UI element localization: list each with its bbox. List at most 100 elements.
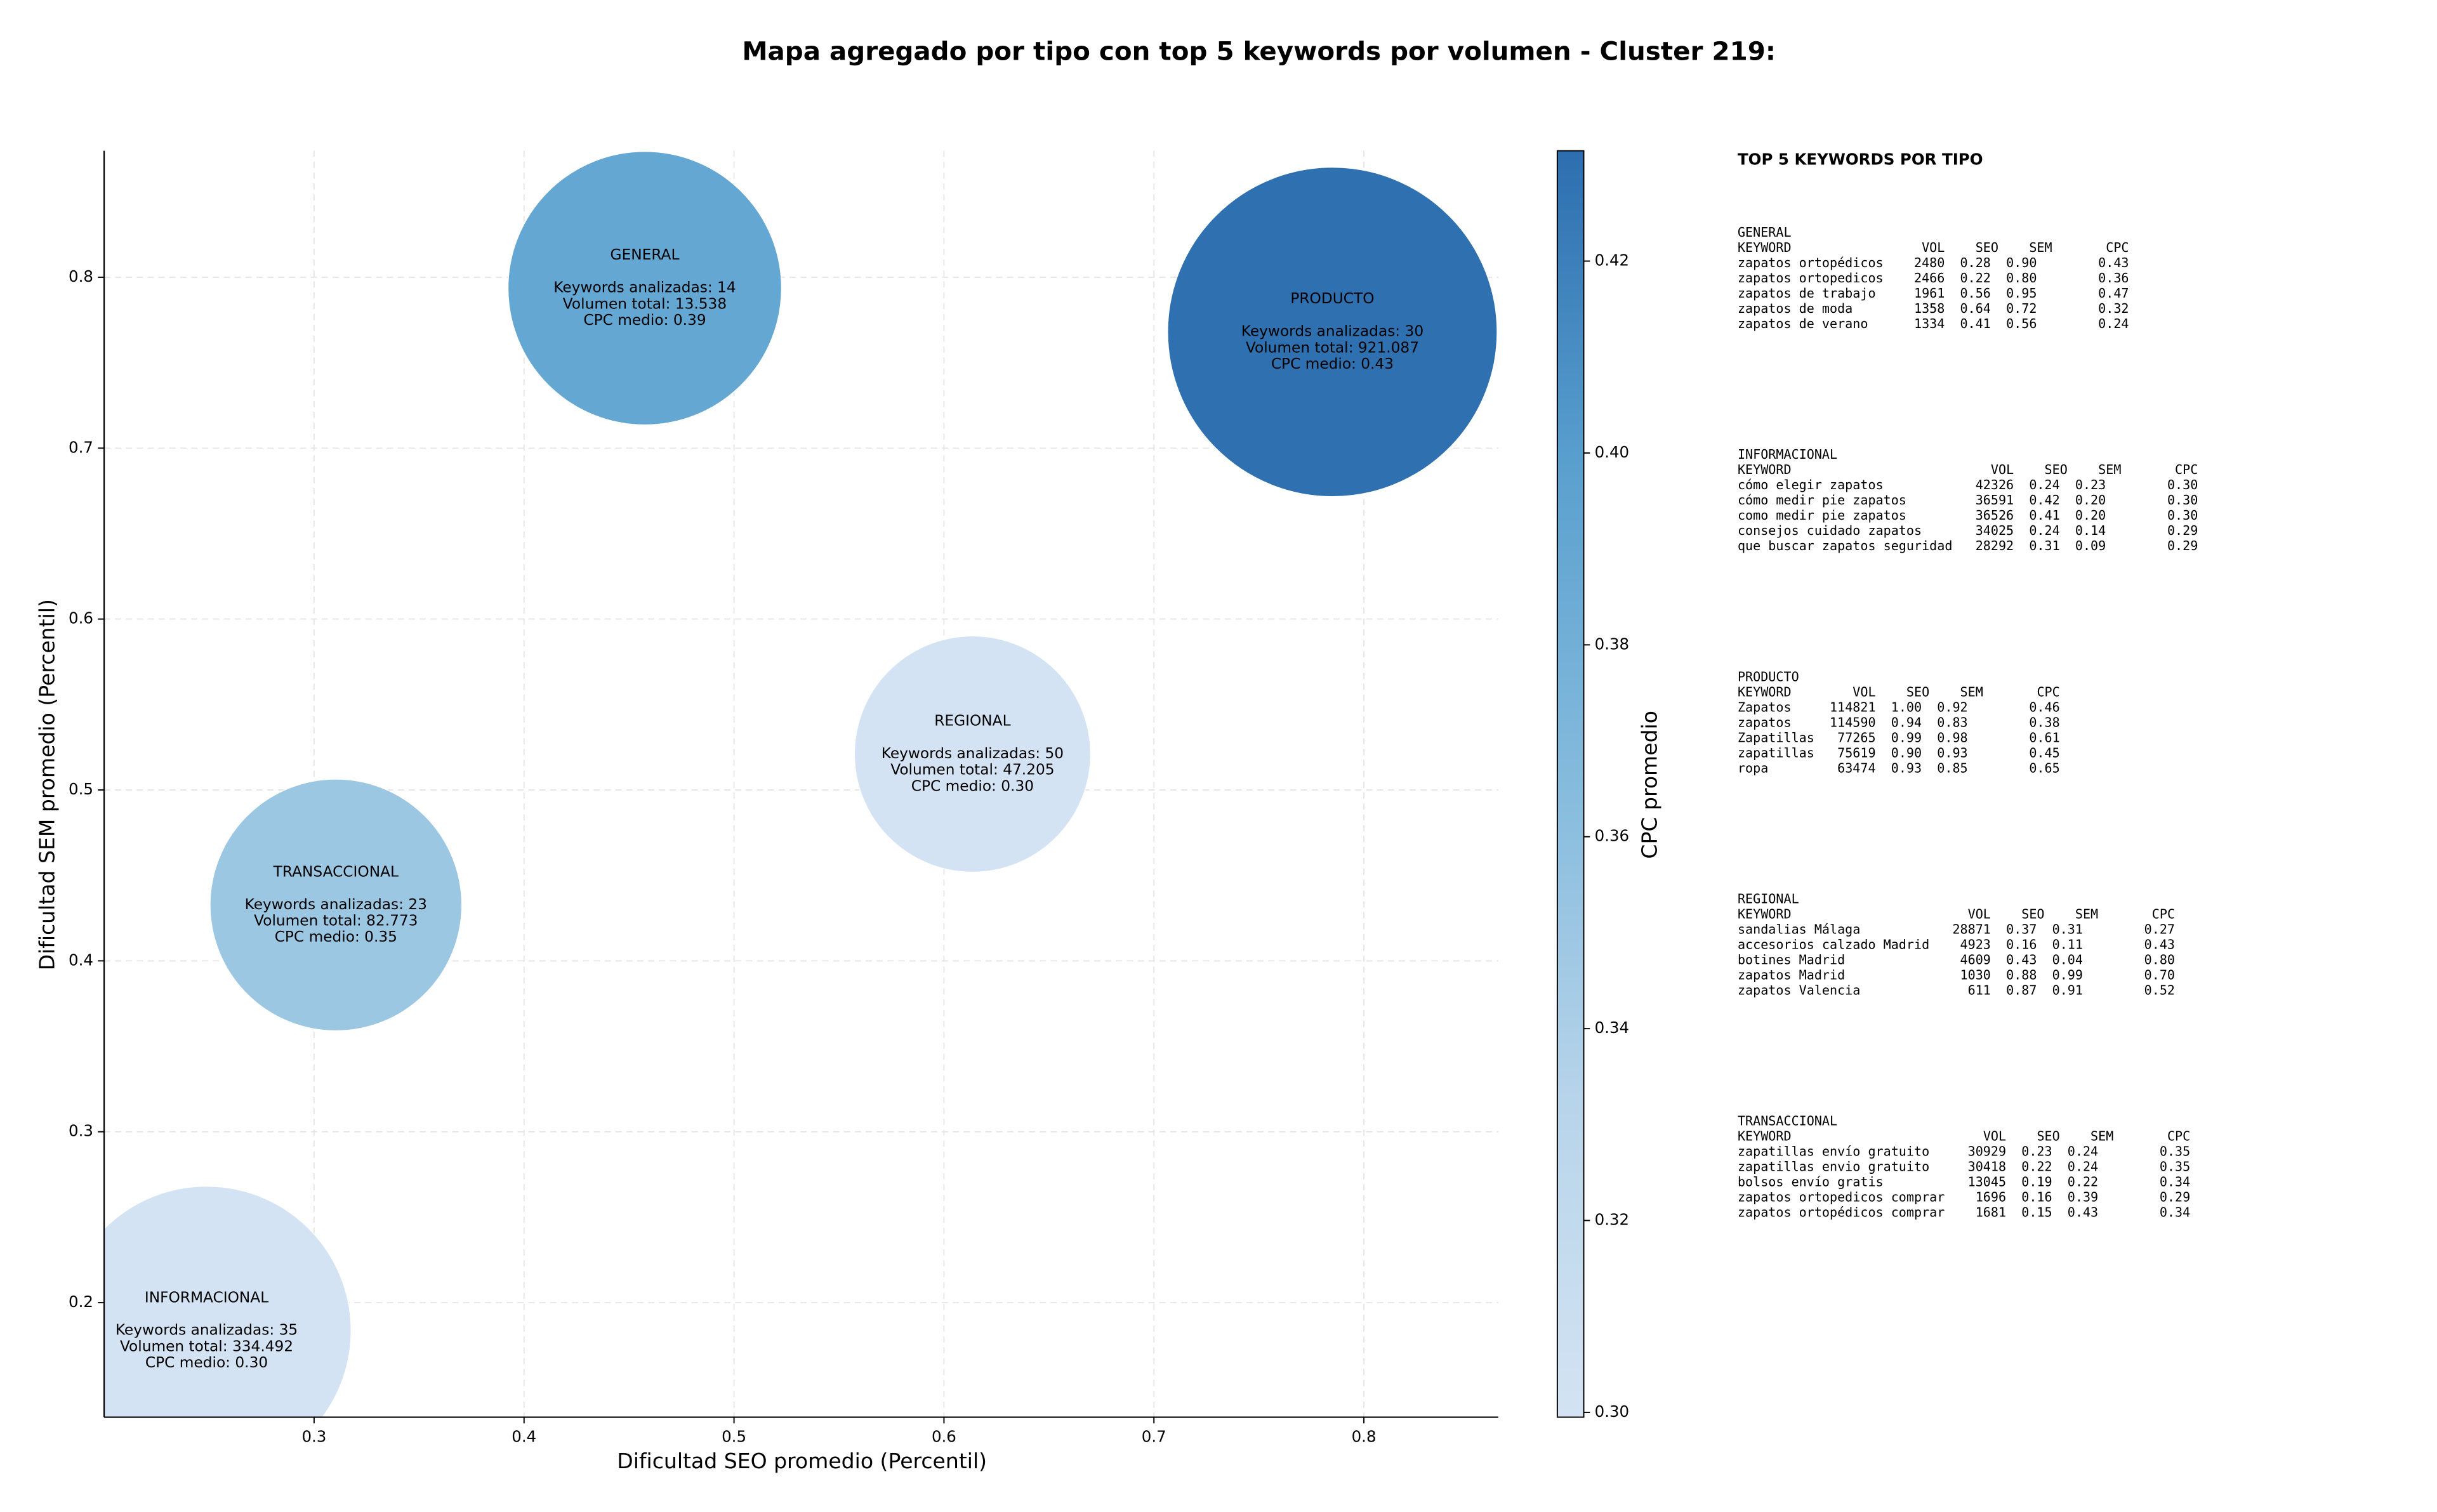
table-cell: 30929 — [1968, 1144, 2006, 1159]
bubble — [104, 1185, 352, 1417]
table-header: CPC — [2152, 907, 2175, 922]
table-cell: 30418 — [1968, 1159, 2006, 1174]
y-tick-label: 0.3 — [69, 1122, 93, 1140]
table-cell: 0.56 — [1960, 286, 1991, 301]
table-cell: 0.88 — [2006, 968, 2037, 983]
colorbar-tick-label: 0.30 — [1595, 1402, 1629, 1421]
table-cell: 0.90 — [2006, 255, 2037, 270]
table-cell: 0.72 — [2006, 301, 2037, 316]
table-cell: 75619 — [1837, 745, 1875, 760]
table-cell: 0.29 — [2167, 538, 2198, 553]
y-tick-label: 0.6 — [69, 609, 93, 628]
bubble-annotation: Keywords analizadas: 30 — [1241, 323, 1423, 340]
bubble-label: GENERAL — [611, 246, 680, 263]
table-cell: Zapatillas — [1738, 730, 1814, 745]
table-cell: 0.46 — [2029, 699, 2059, 714]
table-cell: 0.20 — [2075, 492, 2106, 508]
table-cell: 0.19 — [2021, 1174, 2052, 1190]
y-tick-label: 0.2 — [69, 1292, 93, 1311]
table-cell: 0.35 — [2160, 1159, 2190, 1174]
table-header: SEM — [2090, 1129, 2113, 1144]
bubble-label: TRANSACCIONAL — [273, 863, 399, 880]
table-cell: 0.92 — [1937, 699, 1967, 714]
colorbar-tick-label: 0.32 — [1595, 1211, 1629, 1229]
table-header: KEYWORD — [1738, 684, 1792, 699]
bubble — [1167, 166, 1498, 497]
table-cell: 0.24 — [2068, 1144, 2098, 1159]
table-header: SEO — [2045, 462, 2068, 477]
table-cell: zapatos ortopedicos — [1738, 270, 1884, 286]
block-title: TRANSACCIONAL — [1738, 1114, 1837, 1129]
colorbar-label: CPC promedio — [1637, 711, 1661, 859]
table-cell: zapatos de moda — [1738, 301, 1853, 316]
table-header: SEM — [2075, 907, 2098, 922]
table-cell: 0.38 — [2029, 714, 2059, 730]
table-cell: zapatos ortopedicos comprar — [1738, 1190, 1945, 1205]
table-cell: 36591 — [1976, 492, 2014, 508]
table-header: VOL — [1991, 462, 2014, 477]
table-cell: cómo medir pie zapatos — [1738, 492, 1906, 508]
table-cell: 0.20 — [2075, 508, 2106, 523]
table-cell: 1681 — [1976, 1205, 2006, 1220]
table-cell: 0.80 — [2006, 270, 2037, 286]
table-cell: 77265 — [1837, 730, 1875, 745]
table-cell: 0.70 — [2144, 968, 2175, 983]
bubble-label: PRODUCTO — [1290, 290, 1374, 307]
table-header: SEO — [1976, 240, 1998, 255]
bubble-annotation: Volumen total: 334.492 — [120, 1338, 293, 1355]
table-cell: 0.37 — [2006, 922, 2037, 937]
table-header: CPC — [2037, 684, 2059, 699]
table-header: KEYWORD — [1738, 462, 1792, 477]
table-cell: 13045 — [1968, 1174, 2006, 1190]
table-header: VOL — [1968, 907, 1991, 922]
y-axis-label: Dificultad SEM promedio (Percentil) — [34, 599, 59, 970]
table-cell: zapatos Valencia — [1738, 983, 1860, 998]
table-cell: zapatos ortopédicos — [1738, 255, 1884, 270]
table-cell: 0.04 — [2052, 952, 2083, 968]
colorbar-tick-label: 0.40 — [1595, 443, 1629, 461]
colorbar-tick-label: 0.42 — [1595, 251, 1629, 270]
table-cell: 0.31 — [2029, 538, 2059, 553]
table-cell: Zapatos — [1738, 699, 1792, 714]
table-cell: 0.42 — [2029, 492, 2059, 508]
table-cell: 0.91 — [2052, 983, 2083, 998]
table-cell: 0.36 — [2098, 270, 2129, 286]
table-cell: 0.24 — [2029, 523, 2059, 538]
table-cell: 1030 — [1960, 968, 1991, 983]
annotations: 0.3 0.4 0.5 0.6 0.7 0.8 0.2 0.3 0.4 0.5 0.6 0.7 0.8 G… — [69, 150, 1629, 1445]
table-cell: zapatos de trabajo — [1738, 286, 1876, 301]
table-header: SEM — [2029, 240, 2052, 255]
table-cell: consejos cuidado zapatos — [1738, 523, 1922, 538]
bubble-annotation: Keywords analizadas: 23 — [245, 896, 427, 913]
table-cell: 0.43 — [2144, 937, 2175, 952]
bubble-annotation: Keywords analizadas: 14 — [553, 279, 736, 296]
table-cell: 0.64 — [1960, 301, 1991, 316]
table-header: CPC — [2167, 1129, 2190, 1144]
table-cell: 0.43 — [2068, 1205, 2098, 1220]
table-cell: 0.09 — [2075, 538, 2106, 553]
y-tick-label: 0.5 — [69, 780, 93, 798]
bubble-label: INFORMACIONAL — [145, 1289, 268, 1306]
table-header: KEYWORD — [1738, 240, 1792, 255]
table-header: VOL — [1853, 684, 1875, 699]
bubble — [854, 635, 1092, 873]
table-cell: 0.99 — [1891, 730, 1922, 745]
table-cell: zapatillas envio gratuito — [1738, 1159, 1929, 1174]
table-cell: 0.35 — [2160, 1144, 2190, 1159]
table-cell: 0.30 — [2167, 492, 2198, 508]
x-axis-label: Dificultad SEO promedio (Percentil) — [617, 1449, 987, 1473]
table-cell: 42326 — [1976, 477, 2014, 492]
table-cell: 0.14 — [2075, 523, 2106, 538]
table-cell: 0.43 — [2006, 952, 2037, 968]
table-cell: 0.32 — [2098, 301, 2129, 316]
table-header: VOL — [1922, 240, 1945, 255]
bubble-label: REGIONAL — [934, 713, 1010, 730]
table-cell: 28871 — [1952, 922, 1990, 937]
table-cell: 0.24 — [2068, 1159, 2098, 1174]
colorbar-tick-label: 0.38 — [1595, 634, 1629, 653]
block-title: INFORMACIONAL — [1738, 447, 1837, 462]
bubbles — [104, 150, 1498, 1417]
block-title: GENERAL — [1738, 225, 1792, 240]
table-header: VOL — [1983, 1129, 2006, 1144]
table-cell: 34025 — [1976, 523, 2014, 538]
